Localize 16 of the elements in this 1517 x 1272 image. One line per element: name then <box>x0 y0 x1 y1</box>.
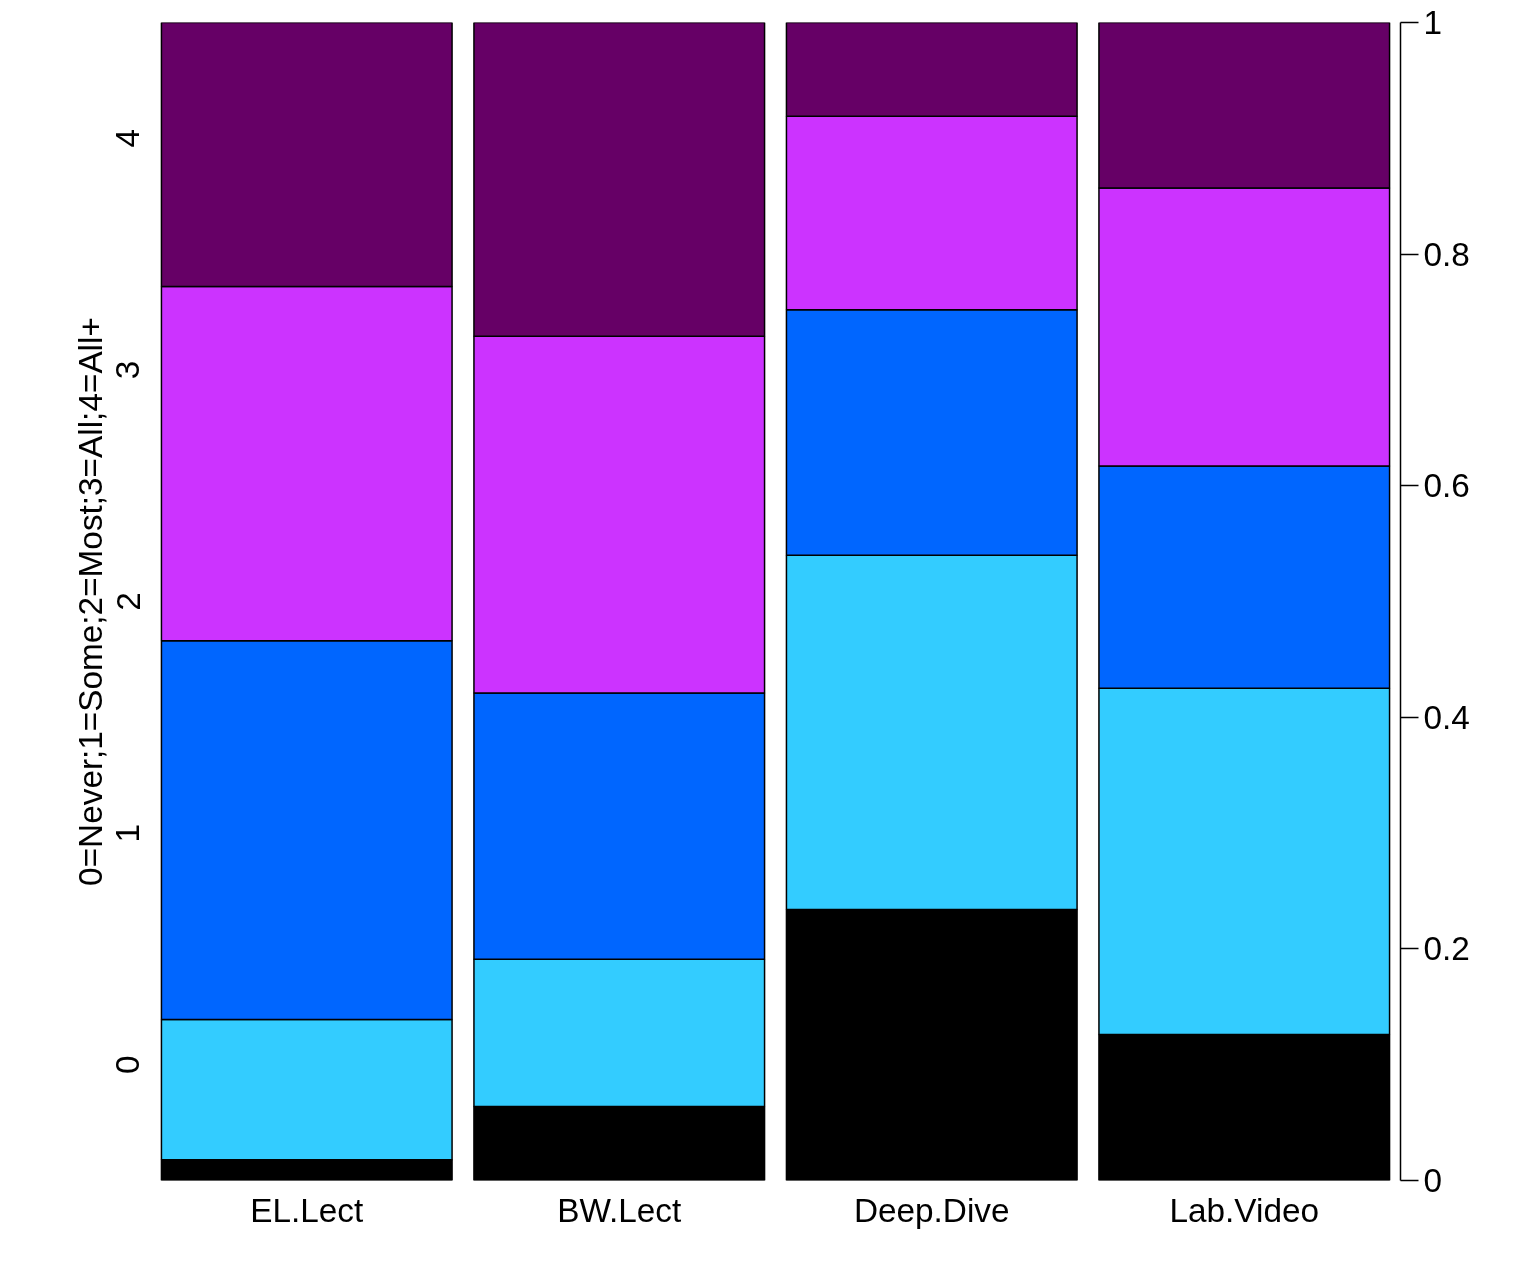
y-tick-label: 0 <box>109 1055 147 1074</box>
y2-tick-label: 0.8 <box>1423 235 1470 273</box>
y-tick-label: 3 <box>109 360 147 380</box>
y2-tick-label: 0 <box>1423 1162 1443 1199</box>
y-tick-label: 1 <box>109 823 147 843</box>
y-axis-title: 0=Never;1=Some;2=Most;3=All;4=All+ <box>71 317 109 886</box>
x-tick-label: BW.Lect <box>557 1191 683 1229</box>
x-tick-label: Deep.Dive <box>853 1191 1010 1229</box>
y2-tick-label: 1 <box>1423 4 1443 41</box>
x-tick-label: EL.Lect <box>250 1191 364 1229</box>
y-tick-label: 2 <box>109 592 147 611</box>
x-tick-label: Lab.Video <box>1169 1191 1320 1229</box>
y-tick-label: 4 <box>109 129 147 148</box>
y2-tick-label: 0.2 <box>1423 930 1470 968</box>
y2-tick-label: 0.4 <box>1423 698 1470 736</box>
y2-tick-label: 0.6 <box>1423 467 1470 505</box>
